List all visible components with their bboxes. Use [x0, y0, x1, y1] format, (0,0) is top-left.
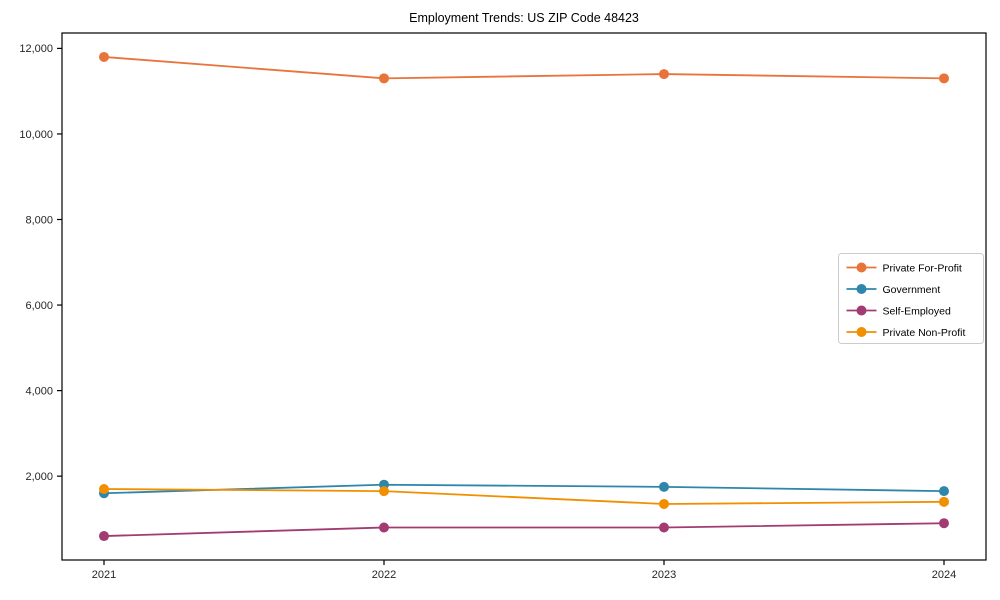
series-line — [103, 56, 945, 80]
plot-border — [61, 32, 987, 561]
legend-marker — [856, 284, 867, 294]
y-tick-label: 6,000 — [25, 300, 53, 312]
legend-marker — [856, 327, 867, 337]
y-tick-label: 4,000 — [25, 385, 53, 397]
legend: Private For-Profit Government Self-Employe… — [838, 253, 984, 344]
series-private-for-profit — [99, 51, 949, 84]
data-point — [939, 73, 949, 84]
series-line — [103, 522, 945, 537]
data-point — [659, 522, 669, 533]
y-tick-label: 8,000 — [25, 214, 53, 226]
y-tick-label: 2,000 — [25, 471, 53, 483]
data-point — [939, 486, 949, 497]
series-line — [103, 483, 945, 495]
legend-item-government: Government — [846, 284, 941, 296]
legend-label: Self-Employed — [883, 305, 951, 317]
series-self-employed — [99, 518, 949, 542]
data-point — [99, 483, 109, 494]
legend-item-private-non-profit: Private Non-Profit — [846, 327, 966, 339]
y-tick-label: 12,000 — [19, 43, 53, 55]
legend-marker — [856, 305, 867, 316]
legend-item-self-employed: Self-Employed — [846, 305, 951, 317]
data-point — [659, 481, 669, 492]
x-tick-label: 2023 — [652, 569, 676, 581]
plot-area: 2,000 4,000 6,000 8,000 10,000 12,000 2021 2022… — [19, 32, 987, 581]
data-point — [939, 518, 949, 529]
data-point — [939, 496, 949, 507]
data-point — [99, 51, 109, 62]
legend-label: Private For-Profit — [883, 262, 962, 274]
data-point — [379, 73, 389, 84]
data-point — [99, 531, 109, 542]
legend-label: Government — [883, 284, 941, 296]
data-point — [659, 498, 669, 509]
chart-title: Employment Trends: US ZIP Code 48423 — [409, 11, 639, 25]
x-tick-label: 2024 — [932, 569, 956, 581]
data-point — [379, 486, 389, 497]
series-government — [99, 479, 949, 499]
legend-marker — [856, 262, 867, 273]
data-point — [659, 69, 669, 80]
x-tick-label: 2022 — [372, 569, 396, 581]
legend-item-private-for-profit: Private For-Profit — [846, 262, 962, 274]
legend-box — [838, 253, 984, 344]
legend-label: Private Non-Profit — [883, 327, 966, 339]
series-line — [103, 488, 945, 505]
data-point — [379, 522, 389, 533]
y-tick-label: 10,000 — [19, 129, 53, 141]
x-tick-label: 2021 — [92, 569, 116, 581]
series-private-non-profit — [99, 483, 949, 509]
